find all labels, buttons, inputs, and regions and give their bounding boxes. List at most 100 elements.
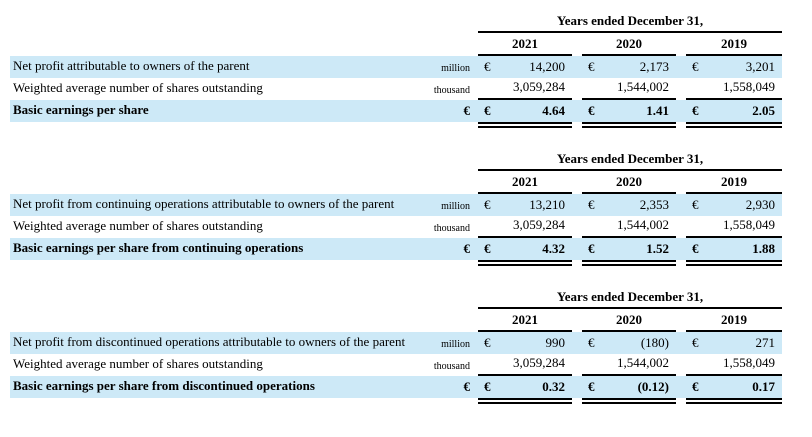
value-cell: € 3,201 xyxy=(686,56,782,78)
row-label: Net profit from discontinued operations … xyxy=(13,334,406,350)
year-label-2020: 2020 xyxy=(582,171,676,194)
cell-value: (180) xyxy=(640,335,669,350)
value-cell: 1,558,049 xyxy=(686,354,782,376)
value-cell: 3,059,284 xyxy=(478,78,572,100)
year-label-2020: 2020 xyxy=(582,309,676,332)
double-rule xyxy=(582,260,676,266)
value-cell: € 1.41 xyxy=(582,100,676,122)
currency-symbol: € xyxy=(484,103,491,118)
unit-label: € xyxy=(463,241,471,256)
row-weighted-average-shares: Weighted average number of shares outsta… xyxy=(10,78,782,100)
cell-value: 1,544,002 xyxy=(617,355,669,370)
cell-value: 2,930 xyxy=(745,197,775,212)
row-basic-eps: Basic earnings per share € € 4.64 € 1.41… xyxy=(10,100,782,122)
value-cell: € 0.32 xyxy=(478,376,572,398)
value-cell: 3,059,284 xyxy=(478,216,572,238)
row-net-profit-continuing: Net profit from continuing operations at… xyxy=(10,194,782,216)
year-label-2021: 2021 xyxy=(478,33,572,56)
period-header: Years ended December 31, xyxy=(478,289,782,309)
row-basic-eps-continuing: Basic earnings per share from continuing… xyxy=(10,238,782,260)
row-basic-eps-discontinued: Basic earnings per share from discontinu… xyxy=(10,376,782,398)
cell-value: 4.64 xyxy=(542,103,565,118)
unit-label: € xyxy=(463,379,471,394)
double-rule-row xyxy=(10,122,782,128)
row-net-profit: Net profit attributable to owners of the… xyxy=(10,56,782,78)
cell-value: 271 xyxy=(755,335,776,350)
cell-value: 1,558,049 xyxy=(723,79,775,94)
double-rule xyxy=(582,398,676,404)
cell-value: 1,544,002 xyxy=(617,79,669,94)
cell-value: 13,210 xyxy=(529,197,565,212)
row-weighted-average-shares: Weighted average number of shares outsta… xyxy=(10,216,782,238)
currency-symbol: € xyxy=(484,335,491,350)
cell-value: 990 xyxy=(545,335,566,350)
value-cell: € 1.88 xyxy=(686,238,782,260)
cell-value: 2.05 xyxy=(752,103,775,118)
currency-symbol: € xyxy=(588,335,595,350)
period-header-row: Years ended December 31, xyxy=(10,289,782,309)
currency-symbol: € xyxy=(692,241,699,256)
value-cell: € 4.64 xyxy=(478,100,572,122)
year-header-row: 2021 2020 2019 xyxy=(10,171,782,194)
cell-value: 1,558,049 xyxy=(723,355,775,370)
currency-symbol: € xyxy=(484,197,491,212)
currency-symbol: € xyxy=(588,197,595,212)
currency-symbol: € xyxy=(692,379,699,394)
double-rule-row xyxy=(10,398,782,404)
currency-symbol: € xyxy=(588,103,595,118)
unit-label: thousand xyxy=(433,361,470,372)
value-cell: € 1.52 xyxy=(582,238,676,260)
eps-table-discontinued-operations: Years ended December 31, 2021 2020 2019 … xyxy=(10,289,782,404)
row-label: Basic earnings per share from continuing… xyxy=(13,240,304,256)
value-cell: € 271 xyxy=(686,332,782,354)
value-cell: 1,558,049 xyxy=(686,216,782,238)
row-label: Net profit from continuing operations at… xyxy=(13,196,395,212)
period-header: Years ended December 31, xyxy=(478,13,782,33)
currency-symbol: € xyxy=(588,59,595,74)
unit-label: million xyxy=(441,63,470,74)
row-label: Basic earnings per share from discontinu… xyxy=(13,378,315,394)
currency-symbol: € xyxy=(692,335,699,350)
value-cell: € (0.12) xyxy=(582,376,676,398)
value-cell: € 2,930 xyxy=(686,194,782,216)
year-header-row: 2021 2020 2019 xyxy=(10,33,782,56)
currency-symbol: € xyxy=(588,241,595,256)
cell-value: 3,201 xyxy=(745,59,775,74)
row-weighted-average-shares: Weighted average number of shares outsta… xyxy=(10,354,782,376)
cell-value: 0.17 xyxy=(752,379,775,394)
year-label-2019: 2019 xyxy=(686,309,782,332)
row-label: Weighted average number of shares outsta… xyxy=(13,80,263,96)
value-cell: € 2,353 xyxy=(582,194,676,216)
currency-symbol: € xyxy=(692,103,699,118)
double-rule xyxy=(478,260,572,266)
unit-label: million xyxy=(441,201,470,212)
double-rule xyxy=(686,398,782,404)
value-cell: € (180) xyxy=(582,332,676,354)
value-cell: € 990 xyxy=(478,332,572,354)
currency-symbol: € xyxy=(692,197,699,212)
year-label-2020: 2020 xyxy=(582,33,676,56)
period-header-row: Years ended December 31, xyxy=(10,13,782,33)
period-header: Years ended December 31, xyxy=(478,151,782,171)
cell-value: 1,544,002 xyxy=(617,217,669,232)
cell-value: 3,059,284 xyxy=(513,79,565,94)
value-cell: € 4.32 xyxy=(478,238,572,260)
currency-symbol: € xyxy=(588,379,595,394)
value-cell: 1,544,002 xyxy=(582,354,676,376)
row-label: Basic earnings per share xyxy=(13,102,149,118)
cell-value: 3,059,284 xyxy=(513,217,565,232)
value-cell: 1,558,049 xyxy=(686,78,782,100)
year-header-row: 2021 2020 2019 xyxy=(10,309,782,332)
cell-value: 4.32 xyxy=(542,241,565,256)
year-label-2021: 2021 xyxy=(478,171,572,194)
cell-value: 2,173 xyxy=(639,59,669,74)
double-rule xyxy=(582,122,676,128)
cell-value: 1.88 xyxy=(752,241,775,256)
unit-label: € xyxy=(463,103,471,118)
cell-value: 1,558,049 xyxy=(723,217,775,232)
row-label: Weighted average number of shares outsta… xyxy=(13,218,263,234)
currency-symbol: € xyxy=(484,59,491,74)
value-cell: € 13,210 xyxy=(478,194,572,216)
unit-label: thousand xyxy=(433,85,470,96)
